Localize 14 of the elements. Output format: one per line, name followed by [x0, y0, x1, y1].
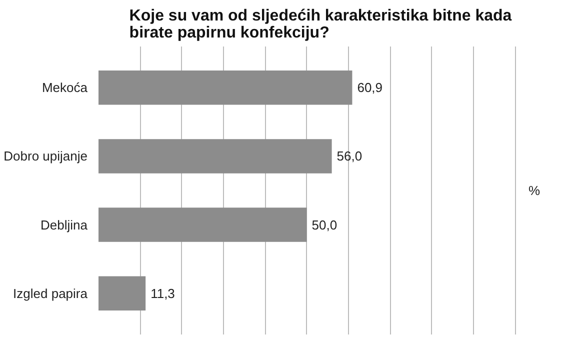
text: % [528, 183, 540, 198]
data-label: 50,0 [312, 217, 338, 232]
bar [98, 276, 146, 310]
data-label: 11,3 [150, 286, 175, 301]
data-label: 56,0 [336, 148, 362, 164]
bar [98, 139, 332, 174]
y-tick-label: Mekoća [42, 80, 88, 96]
y-tick-label: Dobro upijanje [4, 148, 88, 164]
data-label: 60,9 [357, 80, 383, 96]
chart-title: Koje su vam od sljedećih karakteristika bitne kada birate papirnu konfekciju? [129, 8, 512, 42]
y-tick-label: Izgled papira [13, 286, 88, 301]
y-tick-label: Debljina [40, 217, 88, 232]
bar [98, 208, 307, 242]
bar [98, 70, 352, 105]
